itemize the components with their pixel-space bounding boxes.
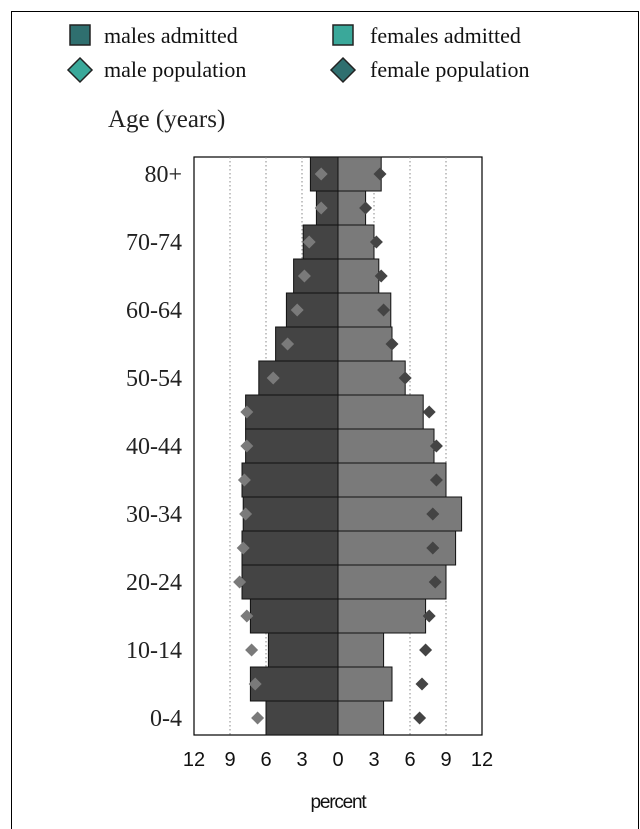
male-admitted-bar (241, 462, 339, 498)
male-admitted-bar (241, 530, 339, 566)
legend-swatch-females-admitted (332, 24, 354, 46)
x-tick-label: 6 (404, 749, 415, 771)
x-tick-label: 3 (368, 749, 379, 771)
male-population-marker (245, 643, 259, 657)
chart-frame (11, 11, 639, 829)
bars (241, 156, 463, 736)
male-population-marker (233, 575, 247, 589)
male-population-marker (240, 439, 254, 453)
x-axis-title: percent (311, 792, 368, 813)
female-population-marker (422, 405, 436, 419)
female-admitted-bar (337, 632, 385, 668)
legend-item-females-admitted: females admitted (332, 23, 521, 48)
legend-item-male-population: male population (66, 56, 246, 84)
legend-diamond-male-population (66, 56, 94, 84)
female-population-marker (377, 303, 391, 317)
male-population-marker (248, 677, 262, 691)
female-population-marker (426, 541, 440, 555)
legend-item-males-admitted: males admitted (69, 23, 238, 48)
male-population-marker (240, 609, 254, 623)
male-admitted-bar (241, 564, 339, 600)
male-population-marker (236, 541, 250, 555)
male-admitted-bar (249, 598, 339, 634)
age-category-labels: 0-4 10-14 20-24 30-34 40-44 50-54 60-64 70-74 80… (126, 162, 182, 732)
age-category-label: 70-74 (126, 230, 182, 256)
age-category-label: 30-34 (126, 502, 182, 528)
x-tick-labels: 12 9 6 3 0 3 6 9 12 (183, 749, 493, 771)
age-category-label: 20-24 (126, 570, 182, 596)
male-population-marker (281, 337, 295, 351)
age-axis-title: Age (years) (108, 106, 225, 133)
male-admitted-bar (242, 496, 339, 532)
legend-item-female-population: female population (329, 56, 529, 84)
female-population-marker (415, 677, 429, 691)
male-admitted-bar (265, 700, 339, 736)
female-population-marker (369, 235, 383, 249)
male-population-marker (302, 235, 316, 249)
legend-label-males-admitted: males admitted (104, 23, 238, 48)
female-population-marker (359, 201, 373, 215)
male-population-marker (239, 507, 253, 521)
male-population-marker (290, 303, 304, 317)
legend: males admitted females admitted male pop… (66, 23, 529, 84)
age-category-label: 60-64 (126, 298, 182, 324)
female-admitted-bar (337, 326, 393, 362)
male-admitted-bar (249, 666, 339, 702)
male-population-marker (240, 405, 254, 419)
female-admitted-bar (337, 224, 375, 260)
male-population-marker (297, 269, 311, 283)
legend-label-female-population: female population (370, 57, 529, 82)
legend-swatch-males-admitted (69, 24, 91, 46)
x-tick-label: 9 (224, 749, 235, 771)
population-markers (233, 167, 443, 725)
male-admitted-bar (267, 632, 339, 668)
female-population-marker (419, 643, 433, 657)
male-admitted-bar (245, 394, 339, 430)
male-population-marker (314, 201, 328, 215)
male-population-marker (251, 711, 265, 725)
female-admitted-bar (337, 258, 380, 294)
female-population-marker (373, 167, 387, 181)
female-population-marker (422, 609, 436, 623)
legend-diamond-female-population (329, 56, 357, 84)
female-admitted-bar (337, 360, 406, 396)
x-tick-label: 6 (260, 749, 271, 771)
female-admitted-bar (337, 496, 463, 532)
female-admitted-bar (337, 666, 393, 702)
age-category-label: 50-54 (126, 366, 182, 392)
female-admitted-bar (337, 394, 424, 430)
male-admitted-bar (245, 428, 339, 464)
female-population-marker (428, 575, 442, 589)
x-tick-label: 9 (440, 749, 451, 771)
x-tick-label: 3 (296, 749, 307, 771)
age-category-label: 0-4 (150, 706, 182, 732)
age-category-label: 10-14 (126, 638, 182, 664)
male-population-marker (314, 167, 328, 181)
age-category-label: 40-44 (126, 434, 182, 460)
female-population-marker (385, 337, 399, 351)
female-population-marker (413, 711, 427, 725)
age-category-label: 80+ (144, 162, 182, 188)
female-population-marker (429, 473, 443, 487)
legend-label-male-population: male population (104, 57, 246, 82)
legend-label-females-admitted: females admitted (370, 23, 521, 48)
male-population-marker (237, 473, 251, 487)
x-tick-label: 12 (183, 749, 205, 771)
female-admitted-bar (337, 462, 447, 498)
female-population-marker (426, 507, 440, 521)
female-population-marker (398, 371, 412, 385)
male-population-marker (266, 371, 280, 385)
x-tick-label: 0 (332, 749, 343, 771)
female-admitted-bar (337, 700, 385, 736)
x-tick-label: 12 (471, 749, 493, 771)
female-admitted-bar (337, 428, 435, 464)
female-population-marker (374, 269, 388, 283)
female-admitted-bar (337, 598, 427, 634)
female-population-marker (429, 439, 443, 453)
